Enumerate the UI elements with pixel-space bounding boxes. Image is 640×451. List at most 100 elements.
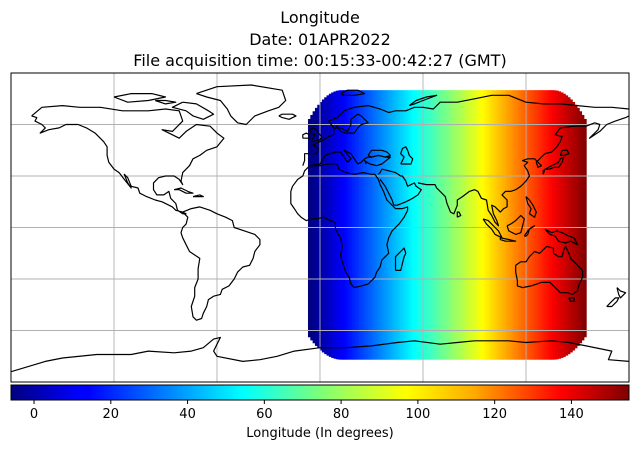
swath-strip [463, 90, 467, 360]
swath-strip [449, 90, 453, 360]
swath-strip [539, 90, 543, 360]
swath-strip [451, 90, 455, 360]
swath-strip [319, 101, 323, 351]
swath-strip [565, 95, 569, 356]
coastline-black-sea [367, 149, 391, 158]
swath-strip [307, 118, 311, 338]
swath-strip [358, 90, 362, 360]
swath-strip [435, 90, 439, 360]
coastline-sulawesi [523, 225, 536, 237]
coastline-sri-lanka [456, 211, 462, 218]
swath-strip [500, 90, 504, 360]
swath-strip [335, 90, 339, 360]
swath-strip [393, 90, 397, 360]
swath-strip [509, 90, 513, 360]
data-swath [307, 90, 587, 360]
swath-strip [472, 90, 476, 360]
swath-strip [530, 90, 534, 360]
swath-strip [423, 90, 427, 360]
coastline-hokkaido [559, 149, 570, 156]
swath-strip [523, 90, 527, 360]
colorbar-tick-label: 120 [482, 407, 507, 422]
colorbar-gradient [11, 385, 629, 400]
coastline-australia [515, 245, 584, 295]
coastline-new-zealand-north [616, 287, 627, 299]
swath-strip [567, 97, 571, 355]
swath-strip [347, 90, 351, 360]
coastlines [11, 84, 629, 373]
coastline-mediterranean-north [309, 149, 391, 167]
swath-strip [426, 90, 430, 360]
swath-strip [324, 97, 328, 355]
swath-strip [542, 90, 545, 360]
swath-strip [321, 99, 325, 353]
swath-strip [372, 90, 376, 360]
swath-strip [465, 90, 469, 360]
colorbar-tick-label: 0 [30, 407, 38, 422]
swath-strip [546, 90, 550, 360]
swath-strip [444, 90, 448, 360]
map-frame [10, 72, 630, 383]
swath-strip [430, 90, 434, 360]
swath-strip [504, 90, 508, 360]
swath-strip [572, 101, 576, 351]
swath-strip [338, 90, 342, 360]
swath-strip [428, 90, 432, 360]
coastline-novaya-zemlya [408, 94, 438, 107]
swath-strip [433, 90, 437, 360]
swath-strip [525, 90, 529, 360]
plot-acquisition-time: File acquisition time: 00:15:33-00:42:27… [133, 51, 507, 70]
swath-strip [514, 90, 518, 360]
swath-strip [382, 90, 386, 360]
swath-strip [328, 93, 332, 357]
swath-strip [502, 90, 506, 360]
plot-title: Longitude [280, 8, 360, 27]
swath-strip [342, 90, 346, 360]
colorbar-label: Longitude (In degrees) [246, 426, 394, 441]
swath-strip [560, 92, 564, 358]
swath-strip [363, 90, 367, 360]
swath-strip [377, 90, 381, 360]
swath-strip [368, 90, 372, 360]
swath-strip [479, 90, 483, 360]
coastline-hudson-islands [155, 99, 177, 105]
colorbar-tick-label: 60 [256, 407, 273, 422]
swath-strip [317, 104, 321, 349]
swath-strip [549, 90, 552, 360]
swath-strip [356, 90, 360, 360]
colorbar-tick-label: 20 [103, 407, 120, 422]
swath-strip [386, 90, 390, 360]
world-map [11, 73, 629, 382]
swath-strip [583, 118, 587, 338]
coastline-new-zealand-south [606, 297, 620, 308]
swath-strip [384, 90, 388, 360]
swath-strip [447, 90, 450, 360]
swath-strip [511, 90, 515, 360]
swath-strip [370, 90, 374, 360]
swath-strip [389, 90, 393, 360]
swath-strip [460, 90, 464, 360]
swath-strip [470, 90, 474, 360]
colorbar-tick-label: 140 [559, 407, 584, 422]
swath-strip [361, 90, 365, 360]
swath-strip [365, 90, 369, 360]
coastline-borneo [506, 214, 525, 235]
colorbar-tick-label: 100 [405, 407, 430, 422]
coastline-ireland [302, 132, 311, 139]
swath-strip [440, 90, 443, 360]
coastline-cuba [173, 187, 194, 194]
coastline-arctic-islands [113, 93, 167, 103]
swath-strip [484, 90, 488, 360]
swath-strip [391, 90, 395, 360]
coastline-arabia [377, 168, 422, 206]
coastline-madagascar [394, 247, 407, 271]
coastline-svalbard [340, 89, 366, 96]
swath-strip [498, 90, 501, 360]
swath-strip [416, 90, 420, 360]
swath-strip [453, 90, 457, 360]
swath-strip [437, 90, 441, 360]
swath-strip [403, 90, 406, 360]
swath-strip [419, 90, 423, 360]
swath-strip [493, 90, 497, 360]
